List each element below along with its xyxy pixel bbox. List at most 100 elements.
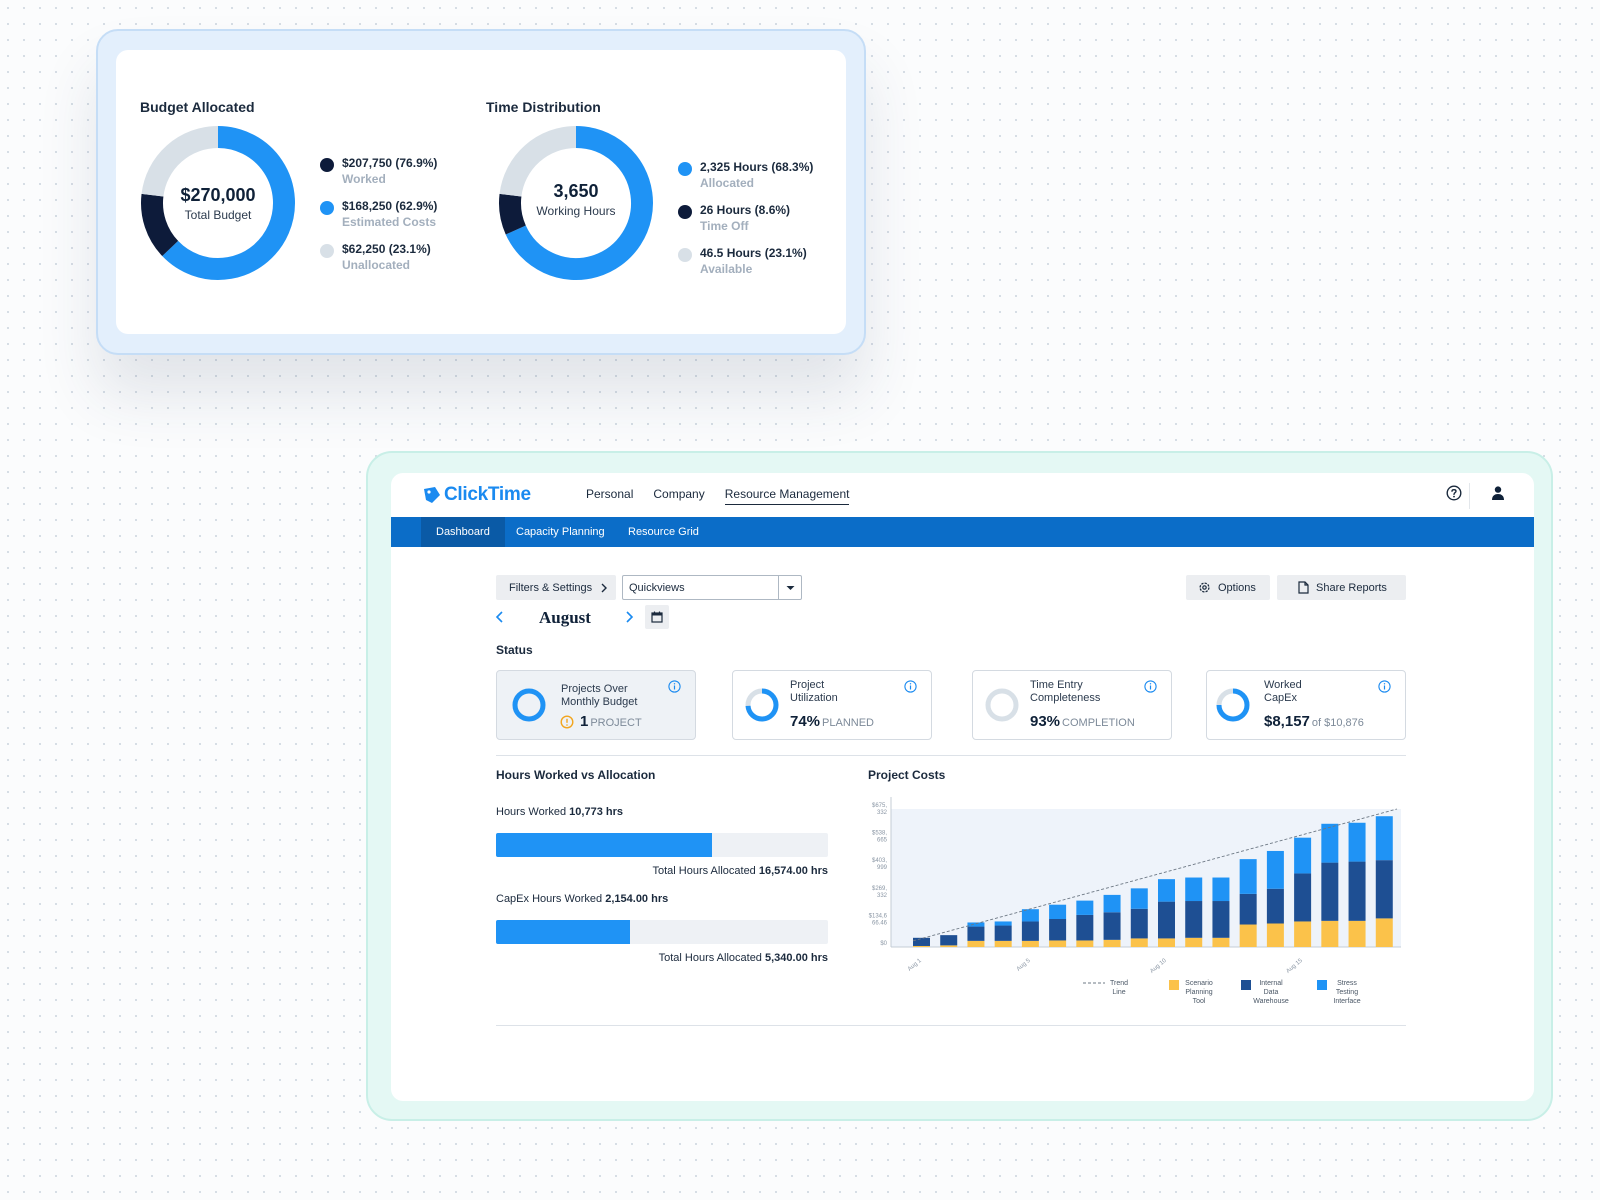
legend-label: Time Off: [700, 219, 749, 233]
gear-icon: [1199, 582, 1210, 593]
budget-slice-1: [141, 193, 179, 257]
legend-item: 26 Hours (8.6%) Time Off: [678, 202, 813, 234]
bar-label-value: 10,773 hrs: [569, 806, 623, 818]
status-title-line: CapEx: [1264, 692, 1298, 704]
tab-dashboard[interactable]: Dashboard: [421, 517, 505, 547]
x-tick-label: Aug 10: [1149, 958, 1168, 975]
share-reports-label: Share Reports: [1316, 581, 1387, 594]
status-value-number: 1: [580, 713, 589, 730]
quickviews-select[interactable]: Quickviews: [622, 575, 802, 600]
capex-hours-label: CapEx Hours Worked 2,154.00 hrs: [496, 893, 668, 905]
bar-segment: [1185, 901, 1203, 938]
status-card-title: Time Entry Completeness: [1030, 679, 1100, 705]
bar-total-value: 16,574.00 hrs: [758, 865, 828, 877]
status-card-project-utilization[interactable]: Project Utilization 74% PLANNED: [732, 670, 932, 740]
bar-total-text: Total Hours Allocated: [658, 952, 762, 964]
next-month-icon[interactable]: [623, 610, 635, 624]
help-icon[interactable]: [1446, 485, 1462, 501]
bar-segment: [994, 921, 1012, 926]
bar-segment: [1294, 873, 1312, 922]
status-value-unit: PROJECT: [590, 717, 642, 729]
bar-total-text: Total Hours Allocated: [652, 865, 756, 877]
bar-segment: [1130, 938, 1148, 947]
legend-label: Scenario Planning Tool: [1185, 980, 1213, 1005]
filters-settings-button[interactable]: Filters & Settings: [496, 575, 616, 600]
budget-total-value: $270,000: [180, 185, 256, 205]
bar-segment: [1212, 937, 1230, 947]
x-tick-label: Aug 15: [1285, 958, 1304, 975]
filters-settings-label: Filters & Settings: [509, 581, 593, 594]
time-slice-2: [499, 126, 577, 197]
nav-personal[interactable]: Personal: [586, 487, 634, 501]
status-value-unit: of $10,876: [1311, 717, 1364, 729]
bar-segment: [940, 945, 958, 947]
status-value: 74% PLANNED: [790, 713, 874, 730]
bar-segment: [994, 925, 1012, 941]
legend-swatch: [1169, 980, 1179, 990]
info-icon[interactable]: [1144, 680, 1157, 693]
tab-capacity-planning[interactable]: Capacity Planning: [516, 526, 605, 538]
logo-text: ClickTime: [444, 484, 531, 505]
logo[interactable]: ClickTime: [423, 484, 531, 506]
hours-worked-bar: [496, 833, 828, 857]
options-label: Options: [1218, 581, 1256, 594]
bar-segment: [1348, 822, 1366, 862]
time-total-value: 3,650: [553, 181, 599, 201]
info-icon[interactable]: [904, 680, 917, 693]
capex-allocated-total: Total Hours Allocated 5,340.00 hrs: [496, 952, 828, 964]
bar-total-value: 5,340.00 hrs: [765, 952, 828, 964]
status-card-worked-capex[interactable]: Worked CapEx $8,157 of $10,876: [1206, 670, 1406, 740]
budget-title: Budget Allocated: [140, 99, 255, 115]
share-reports-button[interactable]: Share Reports: [1277, 575, 1406, 600]
quickviews-value: Quickviews: [629, 582, 685, 594]
bar-segment: [1076, 914, 1094, 941]
top-nav: Personal Company Resource Management: [586, 487, 869, 505]
capex-hours-bar-fill: [496, 920, 630, 944]
bar-segment: [1021, 940, 1039, 947]
budget-total-label: Total Budget: [184, 208, 252, 222]
bar-segment: [1375, 918, 1393, 947]
nav-resource-management[interactable]: Resource Management: [724, 487, 850, 505]
hours-title: Hours Worked vs Allocation: [496, 768, 656, 782]
legend-value: $207,750 (76.9%): [342, 156, 438, 170]
status-ring-icon: [512, 688, 546, 722]
prev-month-icon[interactable]: [494, 610, 506, 624]
status-card-title: Projects Over Monthly Budget: [561, 683, 637, 709]
overview-card-inner: [116, 50, 846, 334]
status-title-line: Monthly Budget: [561, 696, 638, 708]
capex-hours-bar: [496, 920, 828, 944]
options-button[interactable]: Options: [1186, 575, 1270, 600]
hours-allocated-total: Total Hours Allocated 16,574.00 hrs: [496, 865, 828, 877]
legend-label: Internal Data Warehouse: [1253, 980, 1289, 1005]
legend-value: $62,250 (23.1%): [342, 242, 431, 256]
tab-resource-grid[interactable]: Resource Grid: [628, 526, 699, 538]
info-icon[interactable]: [668, 680, 681, 693]
legend-value: $168,250 (62.9%): [342, 199, 438, 213]
status-value: 1 PROJECT: [580, 713, 642, 730]
bar-segment: [1212, 901, 1230, 938]
status-card-projects-over-budget[interactable]: Projects Over Monthly Budget 1 PROJECT: [496, 670, 696, 740]
month-label: August: [539, 608, 591, 627]
legend-item: 2,325 Hours (68.3%) Allocated: [678, 159, 813, 191]
time-donut: [499, 126, 653, 280]
user-icon[interactable]: [1490, 485, 1506, 501]
bar-segment: [1348, 920, 1366, 947]
time-total-label: Working Hours: [536, 204, 616, 218]
legend-swatch: [1317, 980, 1327, 990]
legend-dot: [678, 248, 692, 262]
status-value: $8,157 of $10,876: [1264, 713, 1364, 730]
status-title-line: Utilization: [790, 692, 838, 704]
nav-company[interactable]: Company: [653, 487, 705, 501]
status-title-line: Project: [790, 679, 825, 691]
status-card-time-entry-completeness[interactable]: Time Entry Completeness 93% COMPLETION: [972, 670, 1172, 740]
info-icon[interactable]: [1378, 680, 1391, 693]
bar-segment: [1130, 908, 1148, 939]
bar-segment: [1103, 894, 1121, 913]
legend-item: 46.5 Hours (23.1%) Available: [678, 245, 813, 277]
status-ring-icon: [745, 688, 779, 722]
calendar-button[interactable]: [645, 605, 669, 629]
status-value-number: 93%: [1030, 713, 1061, 730]
status-value-number: $8,157: [1264, 713, 1310, 730]
bar-segment: [1021, 921, 1039, 941]
quickviews-caret-box: [778, 576, 801, 599]
